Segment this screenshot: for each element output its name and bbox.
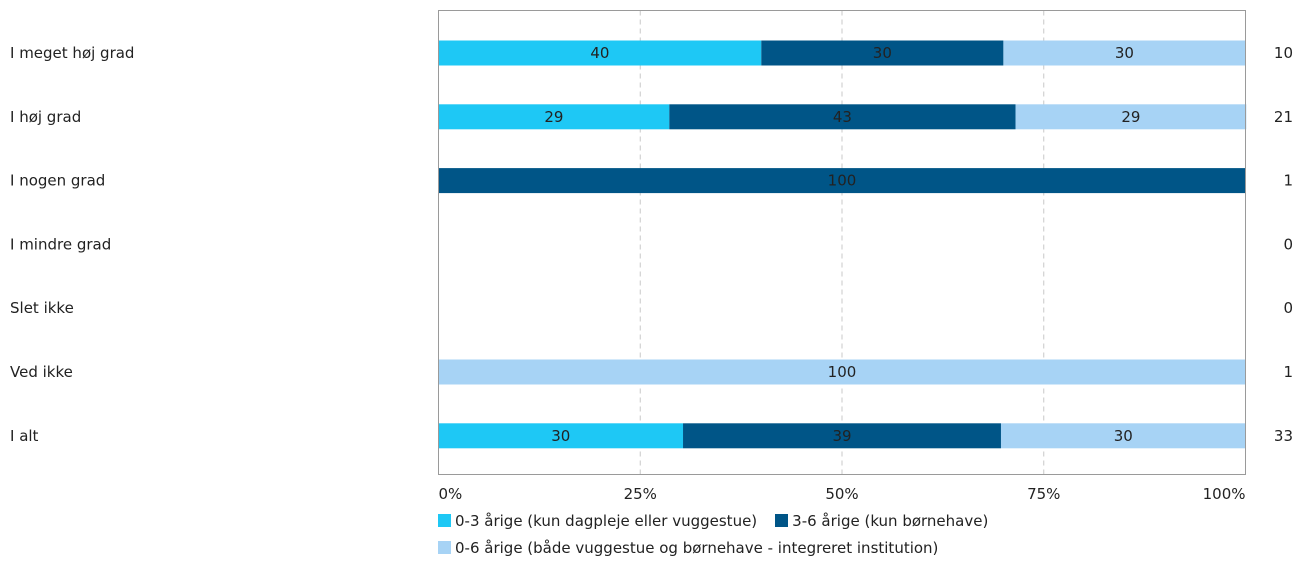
data-label: 30	[873, 44, 892, 62]
bar-segment	[438, 104, 670, 130]
count-label: 21	[1274, 108, 1293, 126]
x-tick-label: 75%	[1027, 485, 1060, 503]
data-label: 43	[833, 108, 852, 126]
count-label: 0	[1283, 299, 1293, 317]
bar-segment	[438, 423, 684, 449]
bars: 40 30 30 29 43 29 100 100 30 39 30	[438, 40, 1247, 449]
bar-segment	[669, 104, 1016, 130]
data-label: 29	[1121, 108, 1140, 126]
data-label: 29	[544, 108, 563, 126]
x-tick-label: 25%	[624, 485, 657, 503]
category-label: I meget høj grad	[10, 44, 134, 62]
x-tick-labels: 0% 25% 50% 75% 100%	[439, 485, 1246, 503]
category-label: Ved ikke	[10, 363, 73, 381]
x-tick-label: 100%	[1203, 485, 1246, 503]
data-label: 40	[590, 44, 609, 62]
count-label: 1	[1283, 363, 1293, 381]
count-label: 0	[1283, 235, 1293, 253]
count-label: 33	[1274, 427, 1293, 445]
bar-segment	[1015, 104, 1247, 130]
bar-segment	[1003, 40, 1246, 66]
bar-segment	[1000, 423, 1246, 449]
bar-segment	[683, 423, 1001, 449]
category-label: I mindre grad	[10, 235, 111, 253]
data-label: 30	[551, 427, 570, 445]
count-label: 1	[1283, 172, 1293, 190]
legend-item: 0-6 årige (både vuggestue og børnehave -…	[438, 535, 938, 562]
legend-swatch	[438, 514, 451, 527]
data-label: 30	[1114, 427, 1133, 445]
bar-segment	[438, 168, 1246, 194]
data-label: 39	[832, 427, 851, 445]
plot-frame	[438, 10, 1246, 475]
legend: 0-3 årige (kun dagpleje eller vuggestue)…	[438, 508, 1288, 562]
bar-segment	[438, 359, 1246, 385]
x-tick-label: 50%	[825, 485, 858, 503]
data-label: 100	[828, 363, 857, 381]
legend-swatch	[438, 541, 451, 554]
category-label: Slet ikke	[10, 299, 74, 317]
data-label: 100	[828, 172, 857, 190]
x-tick-label: 0%	[439, 485, 463, 503]
legend-swatch	[775, 514, 789, 527]
data-label: 30	[1115, 44, 1134, 62]
legend-label: 3-6 årige (kun børnehave)	[792, 512, 989, 530]
count-label: 10	[1274, 44, 1293, 62]
grid-lines	[639, 10, 1045, 475]
legend-item: 0-3 årige (kun dagpleje eller vuggestue)	[438, 508, 757, 535]
category-label: I alt	[10, 427, 39, 445]
legend-item: 3-6 årige (kun børnehave)	[775, 508, 988, 535]
legend-label: 0-3 årige (kun dagpleje eller vuggestue)	[455, 512, 758, 530]
category-label: I nogen grad	[10, 172, 105, 190]
category-labels: I meget høj grad I høj grad I nogen grad I …	[10, 44, 134, 445]
category-label: I høj grad	[10, 108, 81, 126]
bar-segment	[761, 40, 1004, 66]
legend-label: 0-6 årige (både vuggestue og børnehave -…	[455, 539, 939, 557]
bar-segment	[438, 40, 762, 66]
